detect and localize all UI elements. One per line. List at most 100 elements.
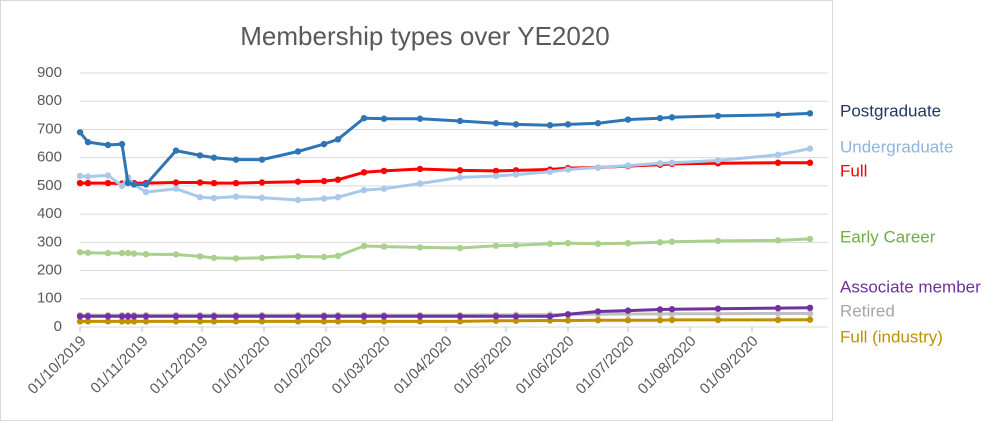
data-point xyxy=(118,140,126,148)
data-point xyxy=(656,306,664,313)
data-point xyxy=(416,244,424,251)
data-point xyxy=(564,311,572,318)
data-point xyxy=(84,318,92,325)
data-point xyxy=(76,172,84,180)
data-point xyxy=(360,318,368,325)
data-point xyxy=(258,318,266,325)
data-point xyxy=(76,179,84,187)
data-point xyxy=(84,138,92,146)
data-point xyxy=(380,167,388,175)
data-point xyxy=(416,318,424,325)
data-point xyxy=(546,122,554,129)
data-point xyxy=(714,310,722,317)
data-point xyxy=(320,313,328,320)
data-point xyxy=(210,179,218,187)
data-point xyxy=(294,178,302,185)
data-point xyxy=(774,111,782,118)
data-point xyxy=(210,313,218,320)
data-point xyxy=(196,318,204,325)
legend-label: Associate member xyxy=(840,277,981,296)
data-point xyxy=(172,179,180,186)
data-point xyxy=(232,193,240,200)
y-tick-label: 100 xyxy=(37,290,62,307)
data-point xyxy=(130,181,138,188)
data-point xyxy=(380,115,388,122)
data-point xyxy=(624,116,632,123)
data-point xyxy=(774,310,782,317)
data-point xyxy=(456,167,464,174)
data-point xyxy=(334,136,342,143)
data-point xyxy=(492,167,500,175)
data-point xyxy=(142,250,150,258)
data-point xyxy=(714,316,722,324)
data-point xyxy=(456,313,464,320)
data-point xyxy=(594,120,602,127)
data-point xyxy=(512,313,520,320)
data-point xyxy=(320,177,328,185)
legend-label: Undergraduate xyxy=(840,137,953,156)
chart-frame xyxy=(0,0,833,421)
data-point xyxy=(118,318,126,325)
data-point xyxy=(380,313,388,320)
data-point xyxy=(232,313,240,320)
data-point xyxy=(294,318,302,325)
data-point xyxy=(76,129,84,136)
data-point xyxy=(172,185,180,192)
data-point xyxy=(416,180,424,187)
data-point xyxy=(416,165,424,173)
legend-label: Full xyxy=(840,161,867,180)
data-point xyxy=(360,313,368,320)
data-point xyxy=(656,160,664,167)
data-point xyxy=(210,154,218,161)
data-point xyxy=(668,159,676,166)
data-point xyxy=(512,241,520,249)
data-point xyxy=(806,316,814,323)
data-point xyxy=(806,145,814,152)
data-point xyxy=(232,156,240,163)
data-point xyxy=(130,313,138,320)
data-point xyxy=(714,157,722,164)
legend-label: Full (industry) xyxy=(840,327,943,346)
data-point xyxy=(668,306,676,313)
data-point xyxy=(320,253,328,261)
data-point xyxy=(360,114,368,122)
data-point xyxy=(210,318,218,325)
data-point xyxy=(624,307,632,314)
data-point xyxy=(806,110,814,117)
data-point xyxy=(714,237,722,245)
data-point xyxy=(806,310,814,317)
data-point xyxy=(258,254,266,262)
y-tick-label: 700 xyxy=(37,120,62,137)
y-tick-label: 900 xyxy=(37,64,62,81)
data-point xyxy=(232,318,240,325)
y-tick-label: 300 xyxy=(37,233,62,250)
data-point xyxy=(546,240,554,247)
data-point xyxy=(492,172,500,180)
data-point xyxy=(416,313,424,320)
legend-label: Retired xyxy=(840,301,895,320)
data-point xyxy=(334,252,342,260)
data-point xyxy=(76,249,84,256)
data-point xyxy=(656,114,664,122)
y-tick-label: 0 xyxy=(54,318,62,335)
chart-title: Membership types over YE2020 xyxy=(240,21,610,51)
data-point xyxy=(130,250,138,257)
data-point xyxy=(512,317,520,324)
data-point xyxy=(142,181,150,188)
data-point xyxy=(196,152,204,159)
data-point xyxy=(564,121,572,128)
data-point xyxy=(594,240,602,247)
data-point xyxy=(124,318,132,325)
legend-label: Early Career xyxy=(840,227,936,246)
data-point xyxy=(142,313,150,320)
data-point xyxy=(124,179,132,187)
data-point xyxy=(84,173,92,180)
data-point xyxy=(130,318,138,325)
data-point xyxy=(104,249,112,257)
data-point xyxy=(512,171,520,178)
data-point xyxy=(624,317,632,324)
data-point xyxy=(334,313,342,320)
data-point xyxy=(594,308,602,315)
data-point xyxy=(380,243,388,250)
data-point xyxy=(84,179,92,187)
